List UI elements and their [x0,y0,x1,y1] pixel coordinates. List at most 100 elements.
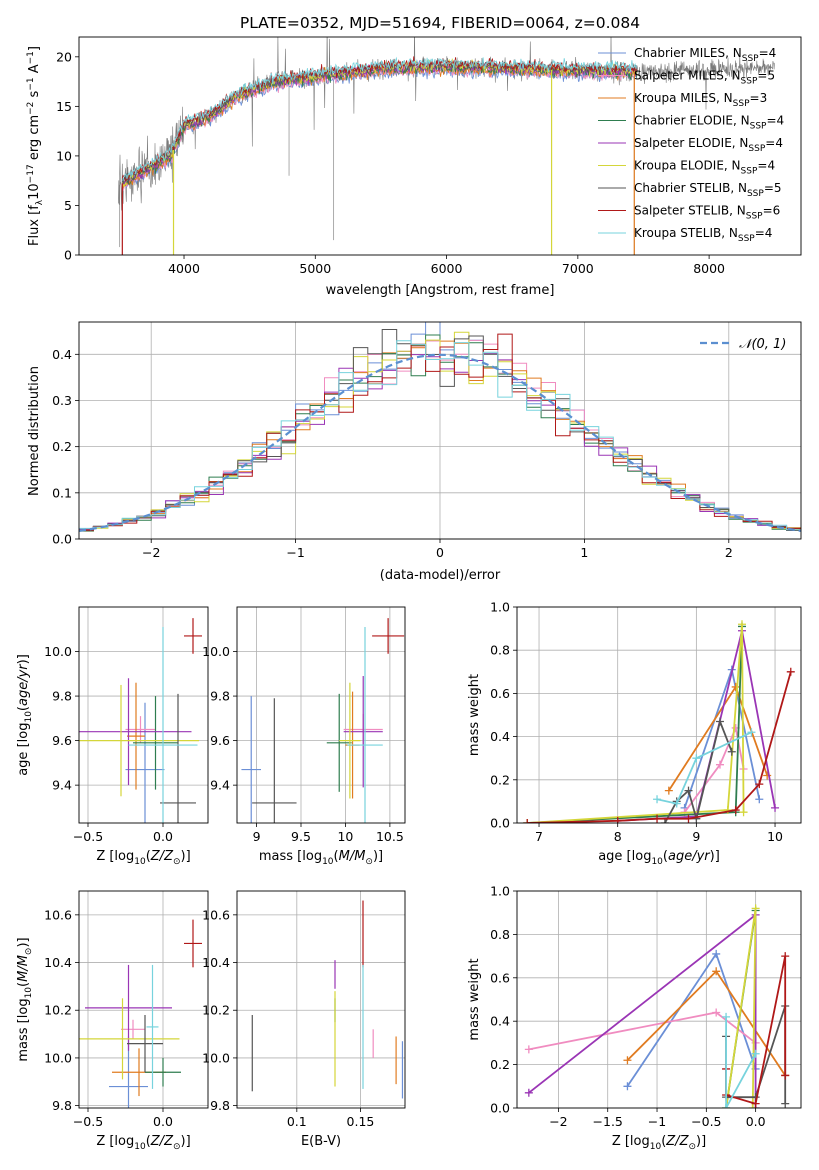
y-tick-label: 10.0 [202,644,230,659]
x-tick-label: 4000 [168,261,200,276]
x-tick-label: −0.5 [73,829,103,844]
label-part: )] [16,937,31,947]
label-part: ( [663,849,668,864]
mass-weight-marker [715,717,724,726]
axis-ticks: −0.5 0.0 9.8 10.0 10.2 10.4 10.6 [44,907,173,1129]
y-tick-label: 0.0 [52,532,72,547]
y-tick-label: 0.0 [490,1101,510,1116]
y-tick-label: 10.2 [44,1003,72,1018]
spectrum-ylabel: Flux [fλ10−17 erg cm−2 s−1 A−1] [26,46,45,246]
label-part: ] [27,46,42,51]
label-part: mass [log [16,998,31,1061]
x-tick-label: 7 [535,829,543,844]
label-part: age/yr [668,849,711,864]
y-tick-label: 10.6 [202,907,230,922]
axis-ticks: 4000 5000 6000 7000 8000 0 5 10 15 20 [56,49,725,276]
xlabel-age_vs_Z: Z [log10(Z/Z⊙)] [96,849,190,867]
x-tick-label: 1 [580,545,588,560]
label-part: )] [710,849,720,864]
x-tick-label: 2 [725,545,733,560]
label-part: SSP [750,122,767,132]
axes-frame [516,890,802,1109]
grid [517,890,801,1109]
label-part: SSP [748,144,765,154]
mass-weight-marker [684,814,693,823]
label-part: E(B-V) [301,1134,341,1149]
mass-weight-line [528,1011,757,1051]
label-part: −1 [26,77,36,90]
legend-entry: Salpeter MILES, NSSP=5 [634,69,775,87]
label-part: 10 [24,987,34,999]
legend-entry: Chabrier MILES, NSSP=4 [634,46,776,64]
ylabel-age_vs_Z: age [log10(age/yr)] [16,654,34,776]
label-part: Kroupa ELODIE, N [634,159,741,173]
label-part: =6 [763,204,781,218]
label-part: SSP [741,77,758,87]
x-tick-label: 0.0 [153,829,173,844]
plot-area-residuals [79,322,801,532]
axes-frame [78,890,209,1109]
label-part: M/M [339,849,366,864]
plot-area-mass_vs_EBV [251,900,404,1099]
label-part: Flux [f [27,205,42,246]
label-part: erg cm [27,115,42,164]
x-tick-label: 10 [337,829,353,844]
x-tick-label: −1 [286,545,304,560]
mass-weight-line [725,1016,757,1108]
label-part: 10 [27,183,42,200]
y-tick-label: 9.8 [52,689,72,704]
mass-weight-marker [747,728,756,737]
xlabel-age_vs_mass: mass [log10(M/M⊙)] [259,849,383,867]
mass-weight-marker [731,682,740,691]
axes-residuals: −2 −1 0 1 2 0.0 0.1 0.2 0.3 0.4 [52,321,802,560]
label-part: )] [373,849,383,864]
mass-weight-line [527,624,745,823]
plot-area-age_vs_Z [79,618,202,823]
label-part: A [27,64,42,77]
label-part: 10 [134,857,146,867]
xlabel-massweight_vs_age: age [log10(age/yr)] [598,849,720,867]
mass-weight-marker [623,1056,632,1065]
y-tick-label: 0.4 [490,729,510,744]
mass-weight-marker [712,949,721,958]
label-part: M/M [16,955,31,982]
mass-weight-marker [613,816,622,823]
label-part: Salpeter ELODIE, N [634,136,748,150]
y-tick-label: 9.6 [210,733,230,748]
label-part: 10 [651,857,663,867]
legend-entry: Kroupa STELIB, NSSP=4 [634,226,772,244]
x-tick-label: 8 [614,829,622,844]
label-part: ⊙ [24,948,34,956]
x-tick-label: −0.5 [691,1114,721,1129]
spectrum-xlabel: wavelength [Angstrom, rest frame] [326,283,555,298]
mass-weight-marker [722,1104,731,1108]
ylabel-massweight_vs_age: mass weight [467,674,482,756]
label-part: Z [log [96,1134,134,1149]
axis-ticks: 9 9.5 10 10.5 9.4 9.6 9.8 10.0 [202,644,404,844]
y-tick-label: 0.2 [490,772,510,787]
y-tick-label: 9.8 [210,689,230,704]
label-part: ⊙ [365,857,373,867]
label-part: Z/Z [665,1134,689,1149]
x-tick-label: 8000 [693,261,725,276]
model-spectrum [121,64,637,192]
residual-histogram [79,333,801,531]
label-part: SSP [742,54,759,64]
y-tick-label: 0.4 [52,347,72,362]
grid [237,607,405,823]
label-part: Kroupa STELIB, N [634,226,738,240]
label-part: ( [16,706,31,711]
mass-weight-marker [684,786,693,795]
mass-weight-line [668,684,769,792]
y-tick-label: 0.2 [490,1057,510,1072]
label-part: age [log [16,723,31,776]
spectrum-legend: Chabrier MILES, NSSP=4 Salpeter MILES, NS… [598,46,784,244]
label-part: =4 [765,136,783,150]
xlabel-massweight_vs_Z: Z [log10(Z/Z⊙)] [612,1134,706,1152]
x-tick-label: 0.1 [287,1114,307,1129]
x-tick-label: −2 [549,1114,567,1129]
plot-area-massweight_vs_Z [524,904,790,1108]
label-part: SSP [733,99,750,109]
y-tick-label: 10.0 [44,1050,72,1065]
